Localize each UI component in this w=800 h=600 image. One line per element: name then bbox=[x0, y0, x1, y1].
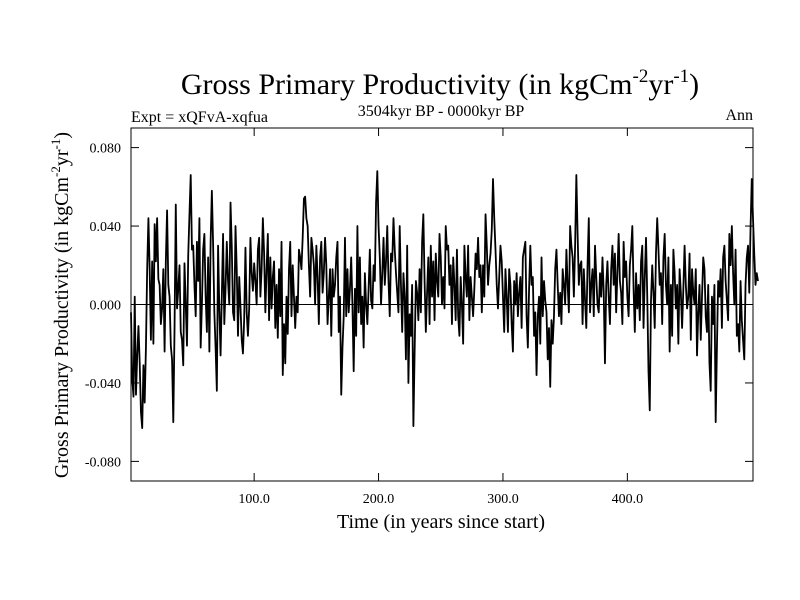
y-axis-label-sup1: -2 bbox=[48, 166, 63, 177]
x-tick-label: 100.0 bbox=[238, 492, 270, 507]
x-tick-label: 200.0 bbox=[363, 492, 395, 507]
y-tick-label: 0.040 bbox=[90, 220, 122, 235]
chart-title-sup1: -2 bbox=[633, 66, 649, 87]
period-label: 3504kyr BP - 0000kyr BP bbox=[358, 103, 525, 120]
y-axis-label-main: Gross Primary Productivity (in kgCm bbox=[51, 177, 73, 479]
chart-title-end: ) bbox=[689, 68, 699, 101]
chart-title: Gross Primary Productivity (in kgCm-2yr-… bbox=[181, 66, 699, 101]
x-tick-label: 400.0 bbox=[612, 492, 644, 507]
experiment-label: Expt = xQFvA-xqfua bbox=[131, 109, 268, 126]
y-axis-label-sup2: -1 bbox=[48, 139, 63, 150]
x-axis-label: Time (in years since start) bbox=[337, 511, 545, 533]
chart-title-sup2: -1 bbox=[673, 66, 689, 87]
y-axis-label-mid: yr bbox=[51, 149, 73, 166]
y-axis-label: Gross Primary Productivity (in kgCm-2yr-… bbox=[48, 132, 73, 478]
season-label: Ann bbox=[725, 107, 753, 124]
y-tick-label: 0.080 bbox=[90, 142, 122, 157]
chart-title-main: Gross Primary Productivity (in kgCm bbox=[181, 68, 633, 101]
y-tick-label: 0.000 bbox=[90, 299, 122, 314]
y-tick-label: -0.080 bbox=[85, 455, 121, 470]
gpp-series-line bbox=[130, 170, 759, 429]
y-tick-label: -0.040 bbox=[85, 377, 121, 392]
x-tick-label: 300.0 bbox=[487, 492, 519, 507]
chart-title-mid: yr bbox=[648, 68, 673, 101]
y-axis-label-end: ) bbox=[51, 132, 73, 139]
